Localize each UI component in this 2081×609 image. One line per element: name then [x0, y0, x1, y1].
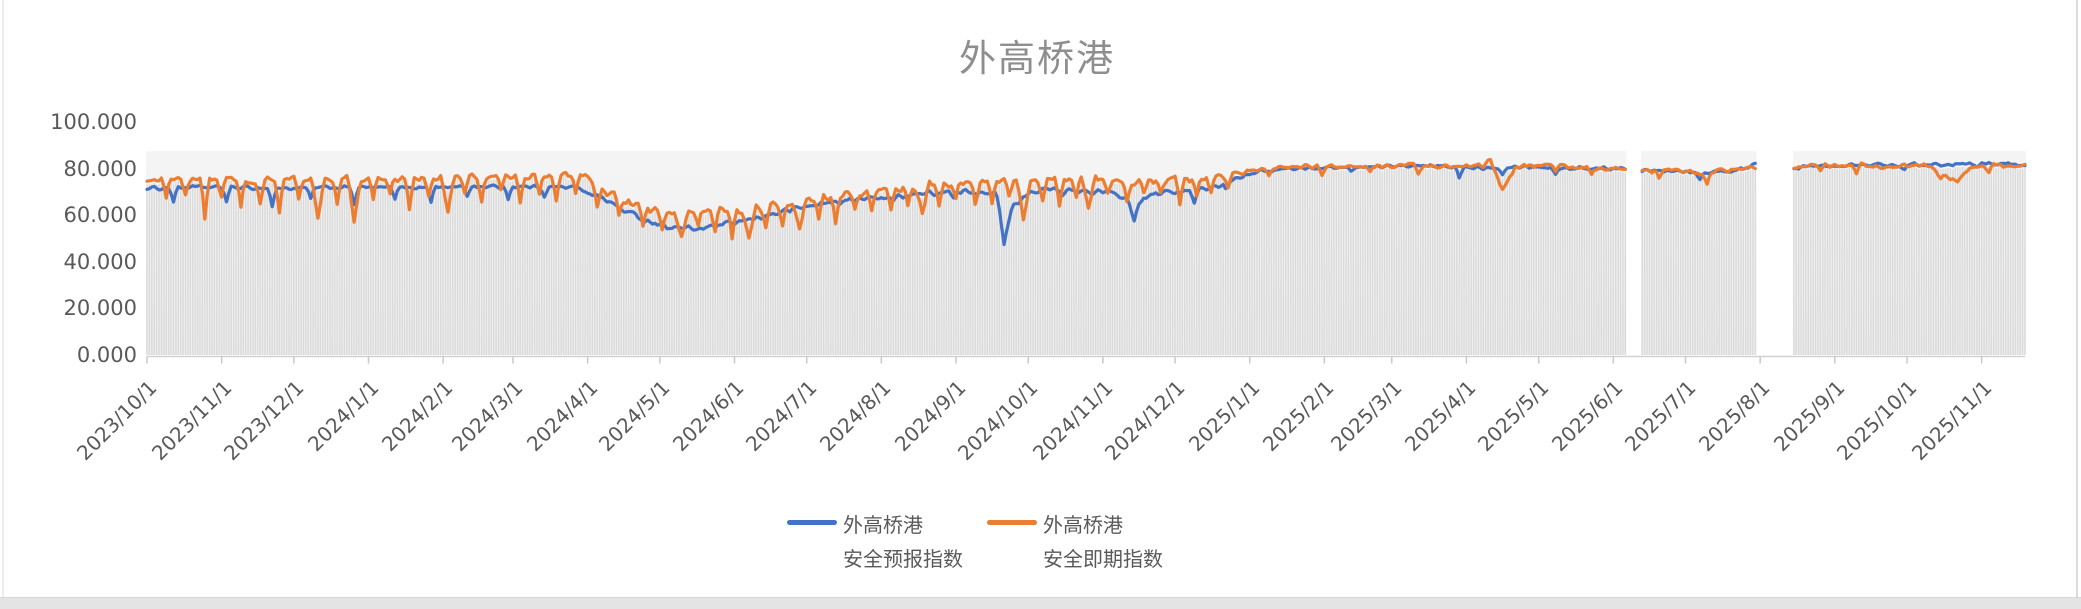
- chart-title: 外高桥港: [959, 37, 1115, 80]
- legend-label-forecast: 外高桥港 安全预报指数: [843, 508, 963, 576]
- legend-swatch-forecast-line: [787, 520, 837, 525]
- legend: 外高桥港 安全预报指数 外高桥港 安全即期指数: [787, 508, 1163, 576]
- legend-label-spot-line1: 外高桥港: [1043, 513, 1123, 537]
- legend-item-forecast: 外高桥港 安全预报指数: [787, 508, 963, 576]
- window-left-edge: [2, 0, 4, 598]
- legend-label-forecast-line1: 外高桥港: [843, 513, 923, 537]
- y-tick-label: 20.000: [63, 296, 137, 321]
- y-tick-label: 60.000: [63, 203, 137, 228]
- y-tick-label: 0.000: [76, 343, 137, 367]
- legend-label-spot: 外高桥港 安全即期指数: [1043, 508, 1163, 576]
- window-right-edge: [2076, 0, 2078, 598]
- legend-label-forecast-line2: 安全预报指数: [843, 547, 963, 571]
- y-tick-label: 100.000: [50, 110, 137, 134]
- y-tick-label: 80.000: [63, 156, 137, 181]
- legend-item-spot: 外高桥港 安全即期指数: [987, 508, 1163, 576]
- window-bottom-bar: [0, 597, 2081, 609]
- legend-swatch-spot-line: [987, 520, 1037, 525]
- legend-label-spot-line2: 安全即期指数: [1043, 547, 1163, 571]
- y-tick-label: 40.000: [63, 249, 137, 274]
